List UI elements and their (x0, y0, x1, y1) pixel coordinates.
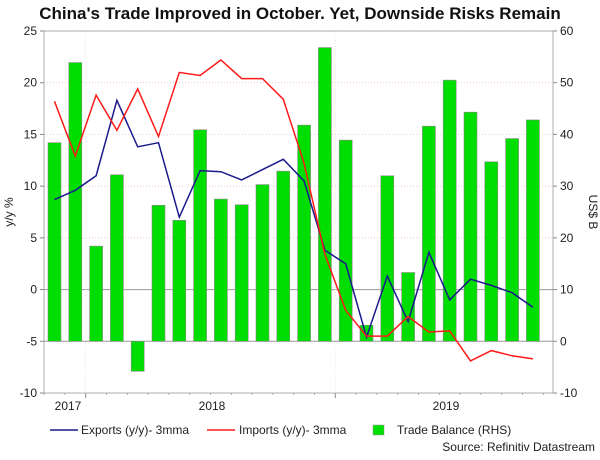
y-right-tick-label: 60 (560, 24, 574, 38)
y-axis-left-label: y/y % (2, 197, 16, 227)
y-right-tick-label: 30 (560, 179, 574, 193)
trade-balance-bar (484, 161, 499, 342)
source-note: Source: Refinitiv Datastream (442, 440, 595, 454)
exports-line (54, 98, 534, 340)
x-year-label: 2019 (433, 399, 460, 413)
trade-balance-bar (89, 245, 103, 342)
trade-balance-bar (68, 62, 83, 342)
trade-balance-bar (110, 174, 124, 342)
y-left-tick-label: 5 (30, 231, 37, 245)
trade-balance-bar (130, 340, 145, 372)
lines (53, 59, 534, 362)
trade-balance-bar (422, 125, 436, 342)
trade-balance-bar (297, 124, 311, 342)
bars (47, 47, 540, 372)
trade-balance-bar (463, 111, 478, 342)
y-right-tick-label: -10 (560, 386, 578, 400)
trade-balance-bar (276, 170, 291, 342)
legend-imports-label: Imports (y/y)- 3mma (239, 423, 347, 437)
trade-balance-bar (234, 204, 249, 342)
y-right-tick-label: 10 (560, 283, 574, 297)
trade-balance-bar (47, 142, 62, 342)
y-right-tick-label: 40 (560, 127, 574, 141)
x-year-label: 2017 (55, 399, 82, 413)
trade-balance-bar (505, 138, 519, 342)
trade-balance-bar (380, 175, 395, 342)
trade-balance-bar (318, 47, 332, 342)
trade-balance-bar (193, 129, 207, 342)
trade-balance-bar (442, 79, 457, 342)
y-left-tick-label: 20 (24, 76, 38, 90)
trade-balance-bar (172, 219, 187, 342)
trade-balance-bar (151, 204, 166, 342)
x-year-label: 2018 (199, 399, 226, 413)
trade-balance-bar (214, 198, 228, 342)
y-left-tick-label: -10 (20, 386, 38, 400)
axes: -10 -5 0 5 10 15 20 25 -10 0 10 20 30 40 50 60 2017 2018 2… (20, 24, 578, 413)
y-axis-right-label: US$ B (586, 195, 600, 230)
trade-balance-bar (526, 119, 540, 342)
y-left-tick-label: 10 (24, 179, 38, 193)
legend-balance-swatch (372, 424, 385, 436)
y-right-tick-label: 0 (560, 334, 567, 348)
y-right-tick-label: 50 (560, 76, 574, 90)
y-right-tick-label: 20 (560, 231, 574, 245)
trade-balance-bar (338, 139, 353, 342)
y-left-tick-label: 0 (30, 283, 37, 297)
trade-balance-bar (255, 184, 270, 342)
legend-exports-label: Exports (y/y)- 3mma (81, 423, 189, 437)
y-left-tick-label: -5 (26, 334, 37, 348)
y-left-tick-label: 15 (24, 127, 38, 141)
legend-balance-label: Trade Balance (RHS) (397, 423, 511, 437)
imports-line (53, 59, 534, 362)
y-left-tick-label: 25 (24, 24, 38, 38)
legend: Exports (y/y)- 3mma Imports (y/y)- 3mma … (50, 423, 511, 437)
plot-frame (43, 30, 554, 394)
chart-title: China's Trade Improved in October. Yet, … (39, 4, 560, 23)
